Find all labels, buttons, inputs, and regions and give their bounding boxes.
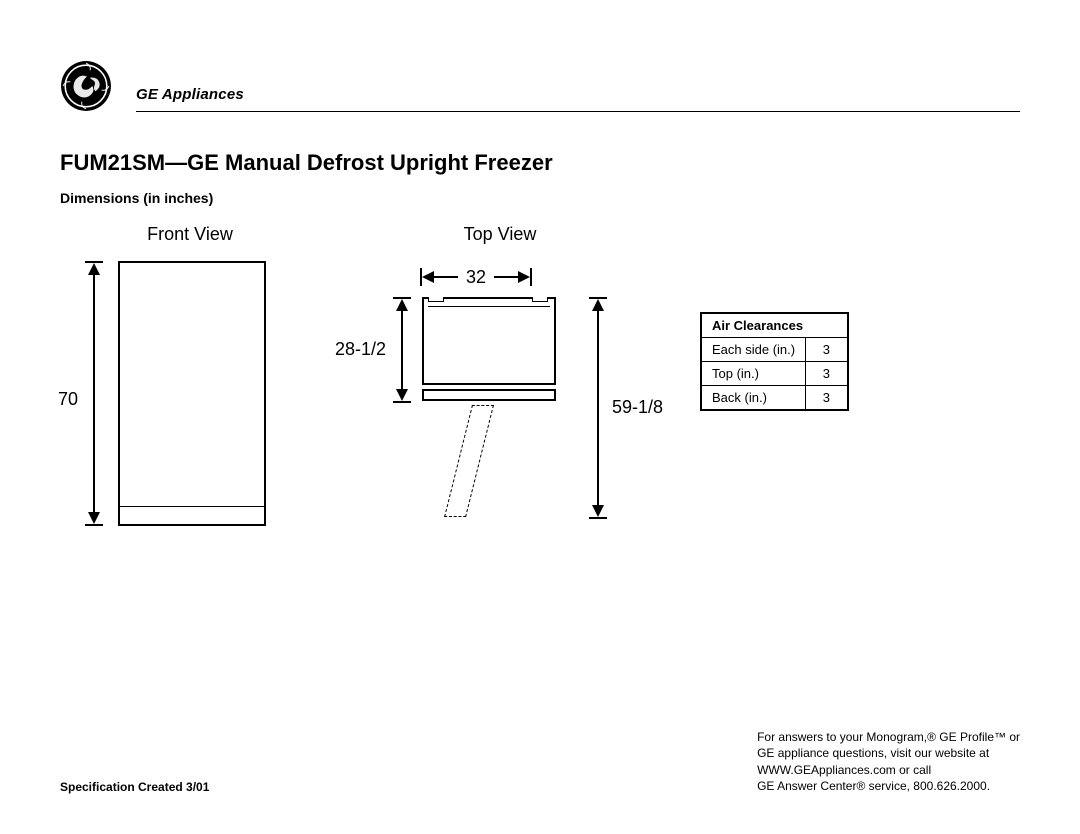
clearance-label: Back (in.) xyxy=(701,386,806,411)
clearance-value: 3 xyxy=(806,338,848,362)
spec-created: Specification Created 3/01 xyxy=(60,780,209,794)
front-view-diagram: 70 xyxy=(60,261,320,561)
header-row: GE Appliances xyxy=(60,60,1020,112)
brand-name: GE Appliances xyxy=(136,86,1020,107)
door-swing-value: 59-1/8 xyxy=(612,397,672,418)
top-width-value: 32 xyxy=(458,267,494,288)
top-depth-value: 28-1/2 xyxy=(326,339,386,360)
front-baseline xyxy=(118,506,266,507)
page-title: FUM21SM—GE Manual Defrost Upright Freeze… xyxy=(60,150,1020,176)
top-view-diagram: 32 28-1/2 xyxy=(360,261,640,561)
front-height-value: 70 xyxy=(50,389,78,410)
brand-underline xyxy=(136,111,1020,112)
ge-logo-icon xyxy=(60,60,112,112)
footer-contact: For answers to your Monogram,® GE Profil… xyxy=(757,729,1020,794)
footer-line: GE appliance questions, visit our websit… xyxy=(757,745,1020,761)
table-row: Top (in.) 3 xyxy=(701,362,848,386)
top-width-dimension: 32 xyxy=(420,265,558,289)
footer-line: For answers to your Monogram,® GE Profil… xyxy=(757,729,1020,745)
clearance-label: Each side (in.) xyxy=(701,338,806,362)
top-depth-dimension xyxy=(388,297,416,403)
top-rect xyxy=(422,297,556,385)
dimensions-subheading: Dimensions (in inches) xyxy=(60,190,1020,206)
clearance-value: 3 xyxy=(806,386,848,411)
table-row: Each side (in.) 3 xyxy=(701,338,848,362)
door-swing-dimension xyxy=(584,297,612,519)
clearance-value: 3 xyxy=(806,362,848,386)
footer: Specification Created 3/01 For answers t… xyxy=(60,729,1020,794)
footer-line: WWW.GEAppliances.com or call xyxy=(757,762,1020,778)
front-rect xyxy=(118,261,266,526)
top-door-rect xyxy=(422,389,556,401)
door-swing-outline xyxy=(444,405,494,517)
clearances-header: Air Clearances xyxy=(701,313,848,338)
diagrams-row: Front View 70 Top View xyxy=(60,224,1020,584)
top-hinge-left xyxy=(428,297,444,302)
top-view-label: Top View xyxy=(360,224,640,245)
air-clearances-table: Air Clearances Each side (in.) 3 Top (in… xyxy=(700,312,849,411)
front-view-label: Front View xyxy=(60,224,320,245)
top-hinge-right xyxy=(532,297,548,302)
front-height-dimension xyxy=(80,261,108,526)
table-row: Back (in.) 3 xyxy=(701,386,848,411)
top-view-block: Top View 32 xyxy=(360,224,640,561)
clearance-label: Top (in.) xyxy=(701,362,806,386)
front-view-block: Front View 70 xyxy=(60,224,320,561)
footer-line: GE Answer Center® service, 800.626.2000. xyxy=(757,778,1020,794)
